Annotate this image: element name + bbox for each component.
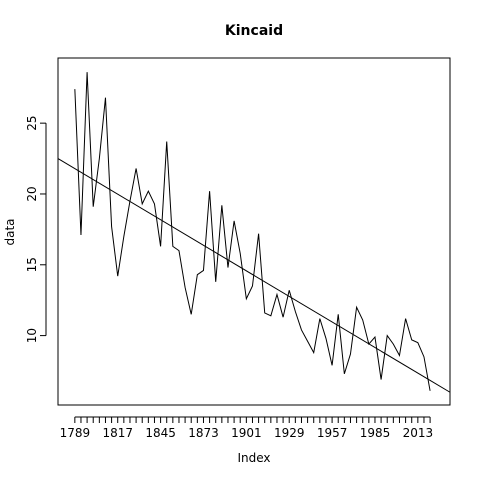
y-tick-label: 15 [25, 257, 39, 272]
x-tick-label: 1985 [360, 426, 391, 440]
y-tick-label: 25 [25, 116, 39, 131]
x-tick-label: 1957 [317, 426, 348, 440]
x-tick-label: 1789 [60, 426, 91, 440]
y-tick-label: 10 [25, 328, 39, 343]
x-tick-label: 1845 [145, 426, 176, 440]
x-tick-label: 1901 [231, 426, 262, 440]
trend-line [57, 158, 451, 393]
x-tick-label: 1817 [102, 426, 133, 440]
chart-title: Kincaid [225, 23, 283, 39]
y-tick-label: 20 [25, 186, 39, 201]
x-tick-label: 1873 [188, 426, 219, 440]
x-tick-label: 2013 [403, 426, 434, 440]
plot-frame [57, 57, 451, 406]
y-axis-label: data [3, 218, 17, 245]
x-axis-label: Index [237, 451, 270, 465]
data-line [74, 72, 431, 391]
x-tick-label: 1929 [274, 426, 305, 440]
